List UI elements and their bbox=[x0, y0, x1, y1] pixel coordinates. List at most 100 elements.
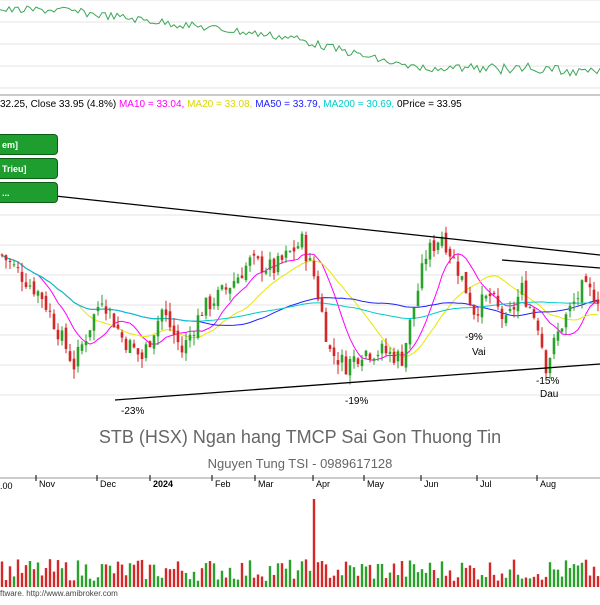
candle bbox=[356, 357, 360, 368]
volume-bar bbox=[516, 574, 520, 587]
candle bbox=[280, 254, 284, 264]
candle-body bbox=[360, 359, 364, 367]
candle-body bbox=[32, 281, 36, 295]
candle-body bbox=[168, 311, 172, 328]
candle bbox=[320, 293, 324, 313]
candle-body bbox=[136, 348, 140, 355]
candle bbox=[284, 245, 288, 263]
candle bbox=[36, 289, 40, 304]
indicator-panel bbox=[0, 5, 600, 77]
candle bbox=[168, 302, 172, 332]
volume-bar bbox=[456, 577, 460, 587]
candle bbox=[56, 323, 60, 346]
candle bbox=[256, 255, 260, 261]
volume-bar bbox=[256, 574, 260, 587]
volume-bar bbox=[424, 572, 428, 587]
volume-bar bbox=[88, 578, 92, 587]
volume-bar bbox=[356, 575, 360, 587]
candle bbox=[432, 234, 436, 257]
candle bbox=[464, 271, 468, 294]
candle bbox=[484, 294, 488, 302]
volume-bar bbox=[348, 565, 352, 587]
volume-bar bbox=[444, 575, 448, 587]
indicator-line bbox=[0, 5, 600, 77]
resistance-line bbox=[0, 189, 600, 256]
volume-bar bbox=[272, 574, 276, 587]
candle-body bbox=[444, 232, 448, 253]
candle-body bbox=[172, 325, 176, 335]
ma20-label: MA20 = 33.08, bbox=[187, 99, 253, 110]
candle-body bbox=[4, 255, 8, 261]
x-tick-label: Aug bbox=[540, 479, 556, 489]
candle bbox=[20, 262, 24, 292]
volume-bar bbox=[592, 566, 596, 587]
volume-bar bbox=[504, 577, 508, 587]
volume-bar bbox=[304, 559, 308, 587]
candle bbox=[252, 250, 256, 265]
volume-bar bbox=[428, 562, 432, 587]
volume-bar bbox=[32, 569, 36, 587]
candle-body bbox=[412, 307, 416, 320]
candle-body bbox=[220, 285, 224, 290]
panel-button-2[interactable]: Trieu] bbox=[0, 158, 58, 179]
candle bbox=[44, 291, 48, 313]
volume-bar bbox=[584, 559, 588, 587]
candle-body bbox=[52, 313, 56, 330]
candle-body bbox=[28, 285, 32, 287]
volume-bar bbox=[460, 562, 464, 587]
volume-bar bbox=[60, 568, 64, 587]
panel-button-1[interactable]: em] bbox=[0, 134, 58, 155]
candle bbox=[104, 299, 108, 321]
volume-bar bbox=[396, 575, 400, 587]
candle-body bbox=[64, 327, 68, 349]
candle-body bbox=[392, 351, 396, 363]
candle-body bbox=[376, 354, 380, 357]
candle-body bbox=[0, 254, 4, 256]
volume-bar bbox=[280, 563, 284, 587]
candle bbox=[208, 294, 212, 317]
volume-bar bbox=[408, 560, 412, 587]
candle bbox=[324, 307, 328, 343]
candle-body bbox=[244, 265, 248, 281]
candle-body bbox=[160, 309, 164, 322]
candle bbox=[344, 350, 348, 375]
candle-body bbox=[280, 255, 284, 260]
panel-button-3[interactable]: ... bbox=[0, 182, 58, 203]
candle-body bbox=[588, 283, 592, 288]
x-tick-label: Jul bbox=[480, 479, 492, 489]
volume-bar bbox=[544, 576, 548, 587]
candle bbox=[24, 273, 28, 289]
candle bbox=[336, 351, 340, 375]
volume-bar bbox=[328, 577, 332, 587]
volume-bar bbox=[80, 575, 84, 587]
volume-bar bbox=[232, 578, 236, 587]
volume-bars bbox=[0, 499, 600, 587]
volume-bar bbox=[148, 564, 152, 587]
volume-bar bbox=[292, 578, 296, 587]
candle bbox=[404, 342, 408, 372]
candle bbox=[60, 326, 64, 346]
candle-body bbox=[468, 292, 472, 305]
candle bbox=[420, 254, 424, 291]
volume-bar bbox=[368, 564, 372, 587]
volume-bar bbox=[480, 575, 484, 587]
candle bbox=[296, 241, 300, 250]
candle bbox=[124, 336, 128, 353]
candle bbox=[508, 301, 512, 314]
candle bbox=[476, 307, 480, 323]
candle bbox=[88, 330, 92, 341]
candle-body bbox=[40, 292, 44, 300]
candle-body bbox=[456, 261, 460, 276]
candle-body bbox=[400, 351, 404, 366]
volume-bar bbox=[156, 576, 160, 587]
candle-body bbox=[112, 313, 116, 328]
candle-body bbox=[56, 329, 60, 340]
candle bbox=[436, 241, 440, 255]
candle bbox=[172, 318, 176, 344]
candle-body bbox=[116, 324, 120, 329]
volume-bar bbox=[400, 561, 404, 587]
candle-body bbox=[36, 291, 40, 296]
volume-bar bbox=[136, 560, 140, 587]
volume-bar bbox=[8, 566, 12, 587]
